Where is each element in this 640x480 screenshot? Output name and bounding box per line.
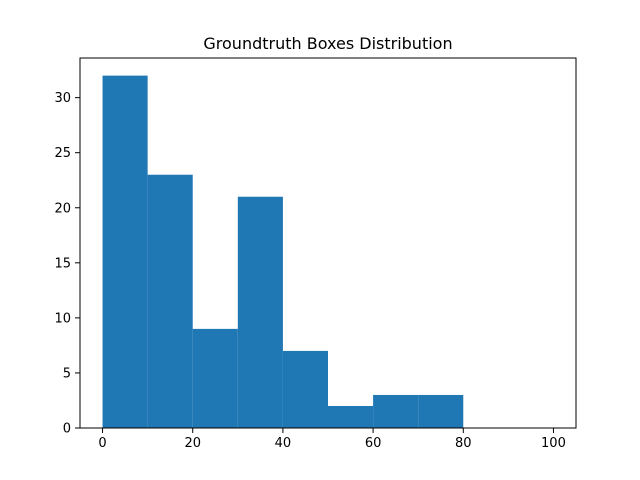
y-tick-label: 15 <box>54 256 71 271</box>
x-axis: 0 20 40 60 80 100 <box>98 428 566 451</box>
y-tick-label: 0 <box>63 422 71 437</box>
x-tick-label: 60 <box>365 436 382 451</box>
histogram-bar-4 <box>282 350 328 428</box>
histogram-bar-7 <box>418 394 464 428</box>
histogram-bar-2 <box>192 328 238 428</box>
histogram-bar-1 <box>147 174 193 428</box>
histogram-bar-3 <box>237 196 283 428</box>
bars-group <box>102 75 464 428</box>
y-tick-label: 10 <box>54 311 71 326</box>
x-tick-label: 40 <box>275 436 292 451</box>
chart-title: Groundtruth Boxes Distribution <box>203 34 452 53</box>
x-tick-label: 20 <box>184 436 201 451</box>
y-tick-label: 5 <box>63 366 71 381</box>
plot-frame <box>79 57 577 429</box>
y-tick-label: 30 <box>54 91 71 106</box>
y-axis: 0 5 10 15 20 25 30 <box>54 91 80 437</box>
y-tick-label: 20 <box>54 201 71 216</box>
histogram-bar-0 <box>102 75 148 428</box>
histogram-bar-6 <box>373 394 419 428</box>
x-tick-label: 80 <box>455 436 472 451</box>
y-tick-label: 25 <box>54 146 71 161</box>
histogram-bar-5 <box>328 405 374 428</box>
x-tick-label: 0 <box>98 436 106 451</box>
x-tick-label: 100 <box>541 436 566 451</box>
